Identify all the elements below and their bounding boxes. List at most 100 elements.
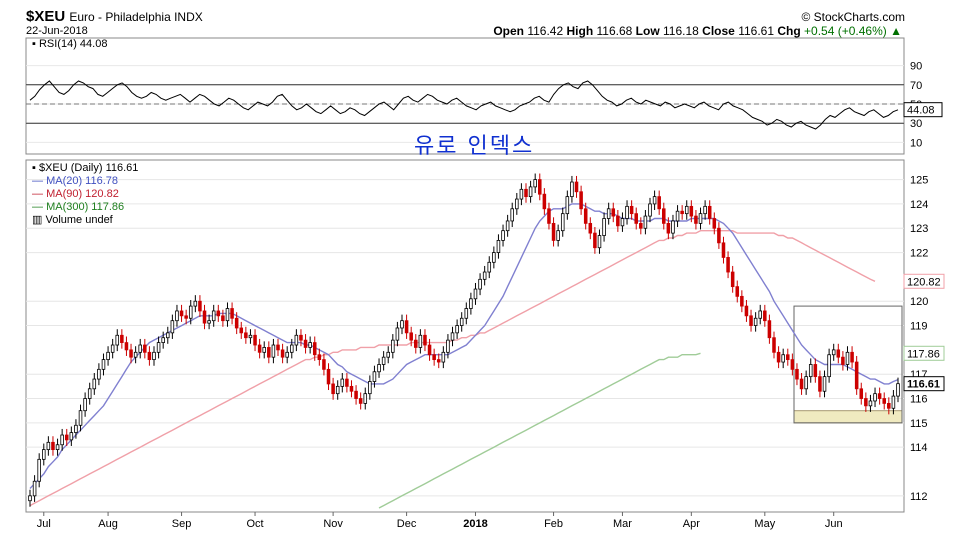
candle-body	[143, 344, 147, 353]
candle-body	[707, 205, 712, 219]
candle-body	[611, 208, 616, 217]
candle-body	[822, 376, 827, 392]
x-tick-label: Nov	[323, 518, 343, 530]
candle-body	[124, 342, 129, 351]
candle-body	[776, 351, 781, 363]
candle-body	[170, 320, 175, 334]
candle-body	[244, 332, 248, 339]
candle-body	[464, 308, 469, 319]
candle-body	[808, 364, 813, 378]
price-tick-label: 116	[910, 394, 928, 406]
candle-body	[579, 191, 583, 210]
candle-body	[285, 351, 289, 358]
candle-body	[120, 334, 124, 343]
price-tick-label: 120	[910, 296, 928, 308]
price-value-tag	[903, 376, 945, 392]
candle-body	[744, 305, 749, 317]
candle-body	[381, 356, 386, 365]
candle-body	[78, 410, 83, 426]
rsi-tick-label: 70	[910, 80, 922, 92]
candle-body	[538, 179, 542, 195]
candle-body	[868, 400, 873, 407]
ma300-value-tag	[903, 345, 945, 361]
ma300-value-tag-text: 117.86	[907, 348, 940, 360]
candle-body	[510, 208, 514, 222]
candle-body	[643, 215, 648, 229]
price-tick-label: 112	[910, 491, 928, 503]
candle-body	[827, 354, 831, 378]
candle-body	[161, 337, 165, 343]
candle-body	[101, 359, 106, 370]
candle-body	[106, 351, 110, 361]
candle-body	[152, 351, 156, 361]
candle-body	[87, 388, 92, 399]
candle-body	[432, 354, 436, 361]
candle-body	[767, 320, 772, 339]
close-label: Close	[702, 24, 735, 38]
volume-legend-icon: ▥	[32, 214, 43, 226]
candle-body	[221, 315, 225, 322]
candle-body	[533, 179, 537, 188]
candle-body	[42, 449, 46, 460]
candle-body	[616, 215, 620, 227]
candle-body	[864, 398, 868, 407]
price-tick-label: 114	[910, 442, 928, 454]
rsi-tick-label: 30	[910, 118, 922, 130]
candle-body	[877, 393, 882, 399]
low-label: Low	[635, 24, 660, 38]
candle-body	[97, 368, 101, 380]
ma90-value-tag	[903, 273, 945, 289]
candle-body	[602, 218, 606, 236]
candle-body	[211, 310, 216, 322]
candle-body	[354, 390, 358, 399]
candle-body	[469, 298, 473, 309]
rsi-panel-frame	[25, 37, 905, 155]
candle-body	[620, 218, 625, 227]
candle-body	[198, 300, 202, 312]
rsi-tick-label: 10	[910, 137, 922, 149]
candle-body	[37, 458, 41, 482]
candle-body	[478, 278, 482, 290]
candle-body	[239, 327, 244, 334]
candle-body	[280, 349, 285, 358]
candle-body	[400, 320, 404, 329]
candle-body	[547, 208, 551, 224]
candle-body	[138, 344, 142, 353]
rsi-value-tag-text: 44.08	[907, 105, 935, 117]
candle-body	[606, 208, 611, 219]
x-tick-label: May	[754, 518, 775, 530]
candle-body	[358, 398, 363, 404]
candle-body	[854, 361, 859, 390]
chg-label: Chg	[777, 24, 801, 38]
x-tick-label: Jul	[37, 518, 51, 530]
candle-body	[322, 359, 326, 370]
candle-body	[501, 230, 505, 241]
candle-body	[32, 480, 37, 497]
candle-body	[349, 385, 354, 392]
candle-body	[317, 354, 322, 361]
candle-body	[519, 188, 524, 200]
price-legend-ma300: — MA(300) 117.86	[32, 201, 125, 213]
candle-body	[492, 252, 496, 263]
candle-body	[368, 381, 372, 395]
candle-body	[28, 495, 32, 502]
high-value: 116.68	[596, 24, 633, 38]
candle-body	[129, 349, 133, 358]
candle-body	[248, 334, 253, 339]
candle-body	[290, 344, 294, 353]
candle-body	[294, 334, 299, 346]
candle-body	[804, 376, 808, 390]
candle-body	[450, 332, 455, 341]
price-value-tag-text: 116.61	[907, 379, 940, 391]
ma90-value-tag-text: 120.82	[907, 276, 941, 288]
candle-body	[331, 383, 335, 395]
korean-annotation: 유로 인덱스	[414, 134, 535, 159]
candle-body	[377, 364, 381, 373]
ma20-legend-icon: —	[32, 175, 43, 187]
candle-body	[363, 393, 368, 404]
candle-body	[551, 222, 556, 241]
candle-body	[565, 196, 570, 215]
x-tick-label: Sep	[172, 518, 192, 530]
candle-body	[459, 317, 464, 326]
candle-body	[574, 181, 579, 193]
